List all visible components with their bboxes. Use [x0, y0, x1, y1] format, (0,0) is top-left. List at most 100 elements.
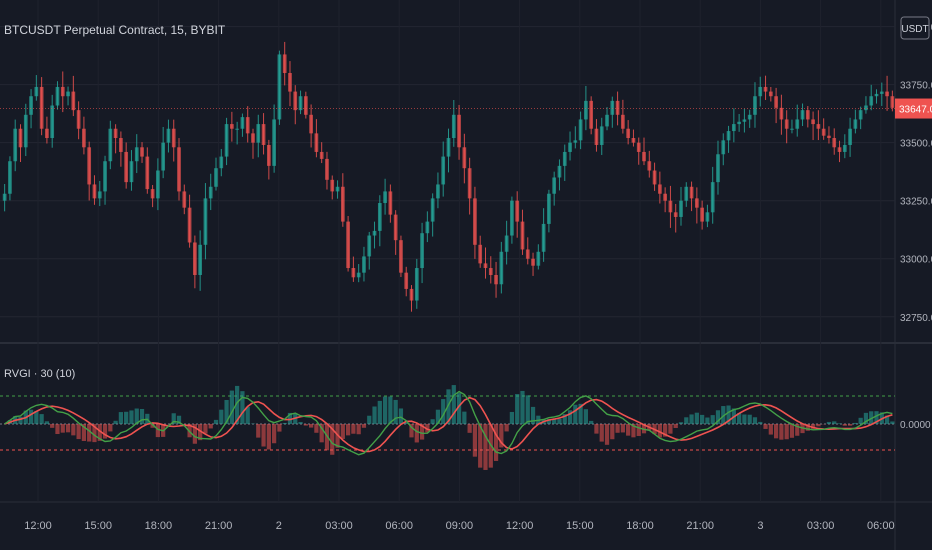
histogram-bar [319, 424, 324, 443]
currency-badge-label: USDT [901, 24, 928, 35]
candle-body [858, 110, 863, 120]
candle-body [890, 96, 895, 108]
histogram-bar [382, 396, 388, 424]
candle-body [298, 96, 303, 111]
histogram-bar [768, 424, 773, 435]
histogram-bar [235, 385, 240, 424]
candle-body [441, 156, 446, 185]
candle-body [66, 91, 70, 97]
candle-body [631, 138, 636, 143]
histogram-bar [113, 420, 118, 424]
candle-body [700, 207, 704, 222]
histogram-bar [631, 424, 636, 438]
candle-body [790, 128, 794, 130]
histogram-bar [372, 406, 377, 424]
histogram-bar [203, 424, 208, 434]
candle-body [784, 119, 789, 129]
candle-body [346, 221, 350, 269]
histogram-bar [562, 414, 567, 424]
candle-body [140, 147, 144, 157]
histogram-bar [345, 424, 351, 436]
candle-body [652, 170, 657, 185]
histogram-bar [483, 424, 488, 470]
currency-badge[interactable]: USDT [900, 16, 930, 40]
histogram-bar [837, 423, 842, 424]
histogram-bar [451, 385, 456, 424]
chart-title: BTCUSDT Perpetual Contract, 15, BYBIT [4, 23, 226, 37]
candle-body [705, 212, 710, 222]
candle-body [34, 86, 39, 97]
histogram-bar [256, 424, 261, 438]
candle-body [187, 207, 192, 243]
candle-body [525, 249, 530, 259]
candle-body [478, 244, 483, 264]
histogram-bar [689, 414, 694, 424]
histogram-bar [673, 424, 678, 428]
indicator-value-label: 0.0000 [900, 420, 931, 431]
candle-body [119, 138, 123, 152]
candle-body [23, 114, 28, 148]
candle-body [552, 177, 557, 194]
histogram-bar [752, 417, 758, 424]
candle-body [230, 124, 234, 129]
histogram-bar [404, 422, 409, 424]
candle-body [721, 140, 726, 155]
histogram-bar [34, 411, 39, 424]
histogram-bar [176, 415, 182, 424]
candle-body [282, 54, 287, 74]
histogram-bar [87, 424, 92, 442]
x-tick-label: 21:00 [686, 520, 714, 532]
histogram-bar [171, 413, 176, 424]
candle-body [108, 128, 113, 162]
candle-body [55, 86, 60, 106]
candle-body [293, 91, 298, 111]
histogram-bar [863, 412, 869, 424]
histogram-bar [472, 424, 478, 457]
candle-body [626, 128, 631, 139]
histogram-bar [816, 424, 821, 427]
histogram-bar [134, 408, 139, 424]
histogram-bar [530, 406, 536, 424]
candle-body [251, 133, 255, 143]
histogram-bar [356, 424, 361, 435]
candle-body [87, 147, 92, 185]
candle-body [240, 117, 245, 129]
candle-body [874, 93, 879, 97]
candle-body [335, 186, 340, 192]
candle-body [494, 274, 498, 285]
x-tick-label: 09:00 [446, 520, 474, 532]
histogram-bar [884, 415, 890, 424]
x-tick-label: 18:00 [145, 520, 173, 532]
histogram-bar [478, 424, 483, 468]
candle-body [473, 198, 477, 245]
candle-body [842, 144, 847, 152]
histogram-bar [55, 424, 60, 435]
candle-body [430, 198, 435, 222]
candle-body [642, 151, 646, 162]
histogram-bar [282, 422, 287, 424]
histogram-bar [668, 424, 673, 434]
histogram-bar [330, 424, 335, 455]
candle-body [45, 128, 49, 139]
histogram-bar [467, 424, 472, 433]
candle-body [811, 119, 815, 125]
candle-body [150, 189, 155, 199]
candle-body [821, 128, 826, 136]
candle-body [71, 91, 76, 111]
candle-body [684, 186, 689, 201]
candle-body [636, 142, 641, 152]
histogram-bar [620, 424, 625, 433]
candle-body [568, 142, 572, 152]
candle-body [261, 124, 266, 145]
histogram-bar [737, 413, 742, 424]
x-tick-label: 2 [276, 520, 282, 532]
candle-body [457, 114, 461, 148]
y-tick-label: 33750.0 [900, 81, 932, 92]
histogram-bar [499, 424, 504, 448]
candle-body [710, 182, 715, 213]
candle-body [113, 128, 118, 139]
candle-body [679, 200, 683, 217]
histogram-bar [742, 414, 747, 424]
histogram-bar [589, 420, 594, 424]
signal-line [4, 396, 893, 453]
